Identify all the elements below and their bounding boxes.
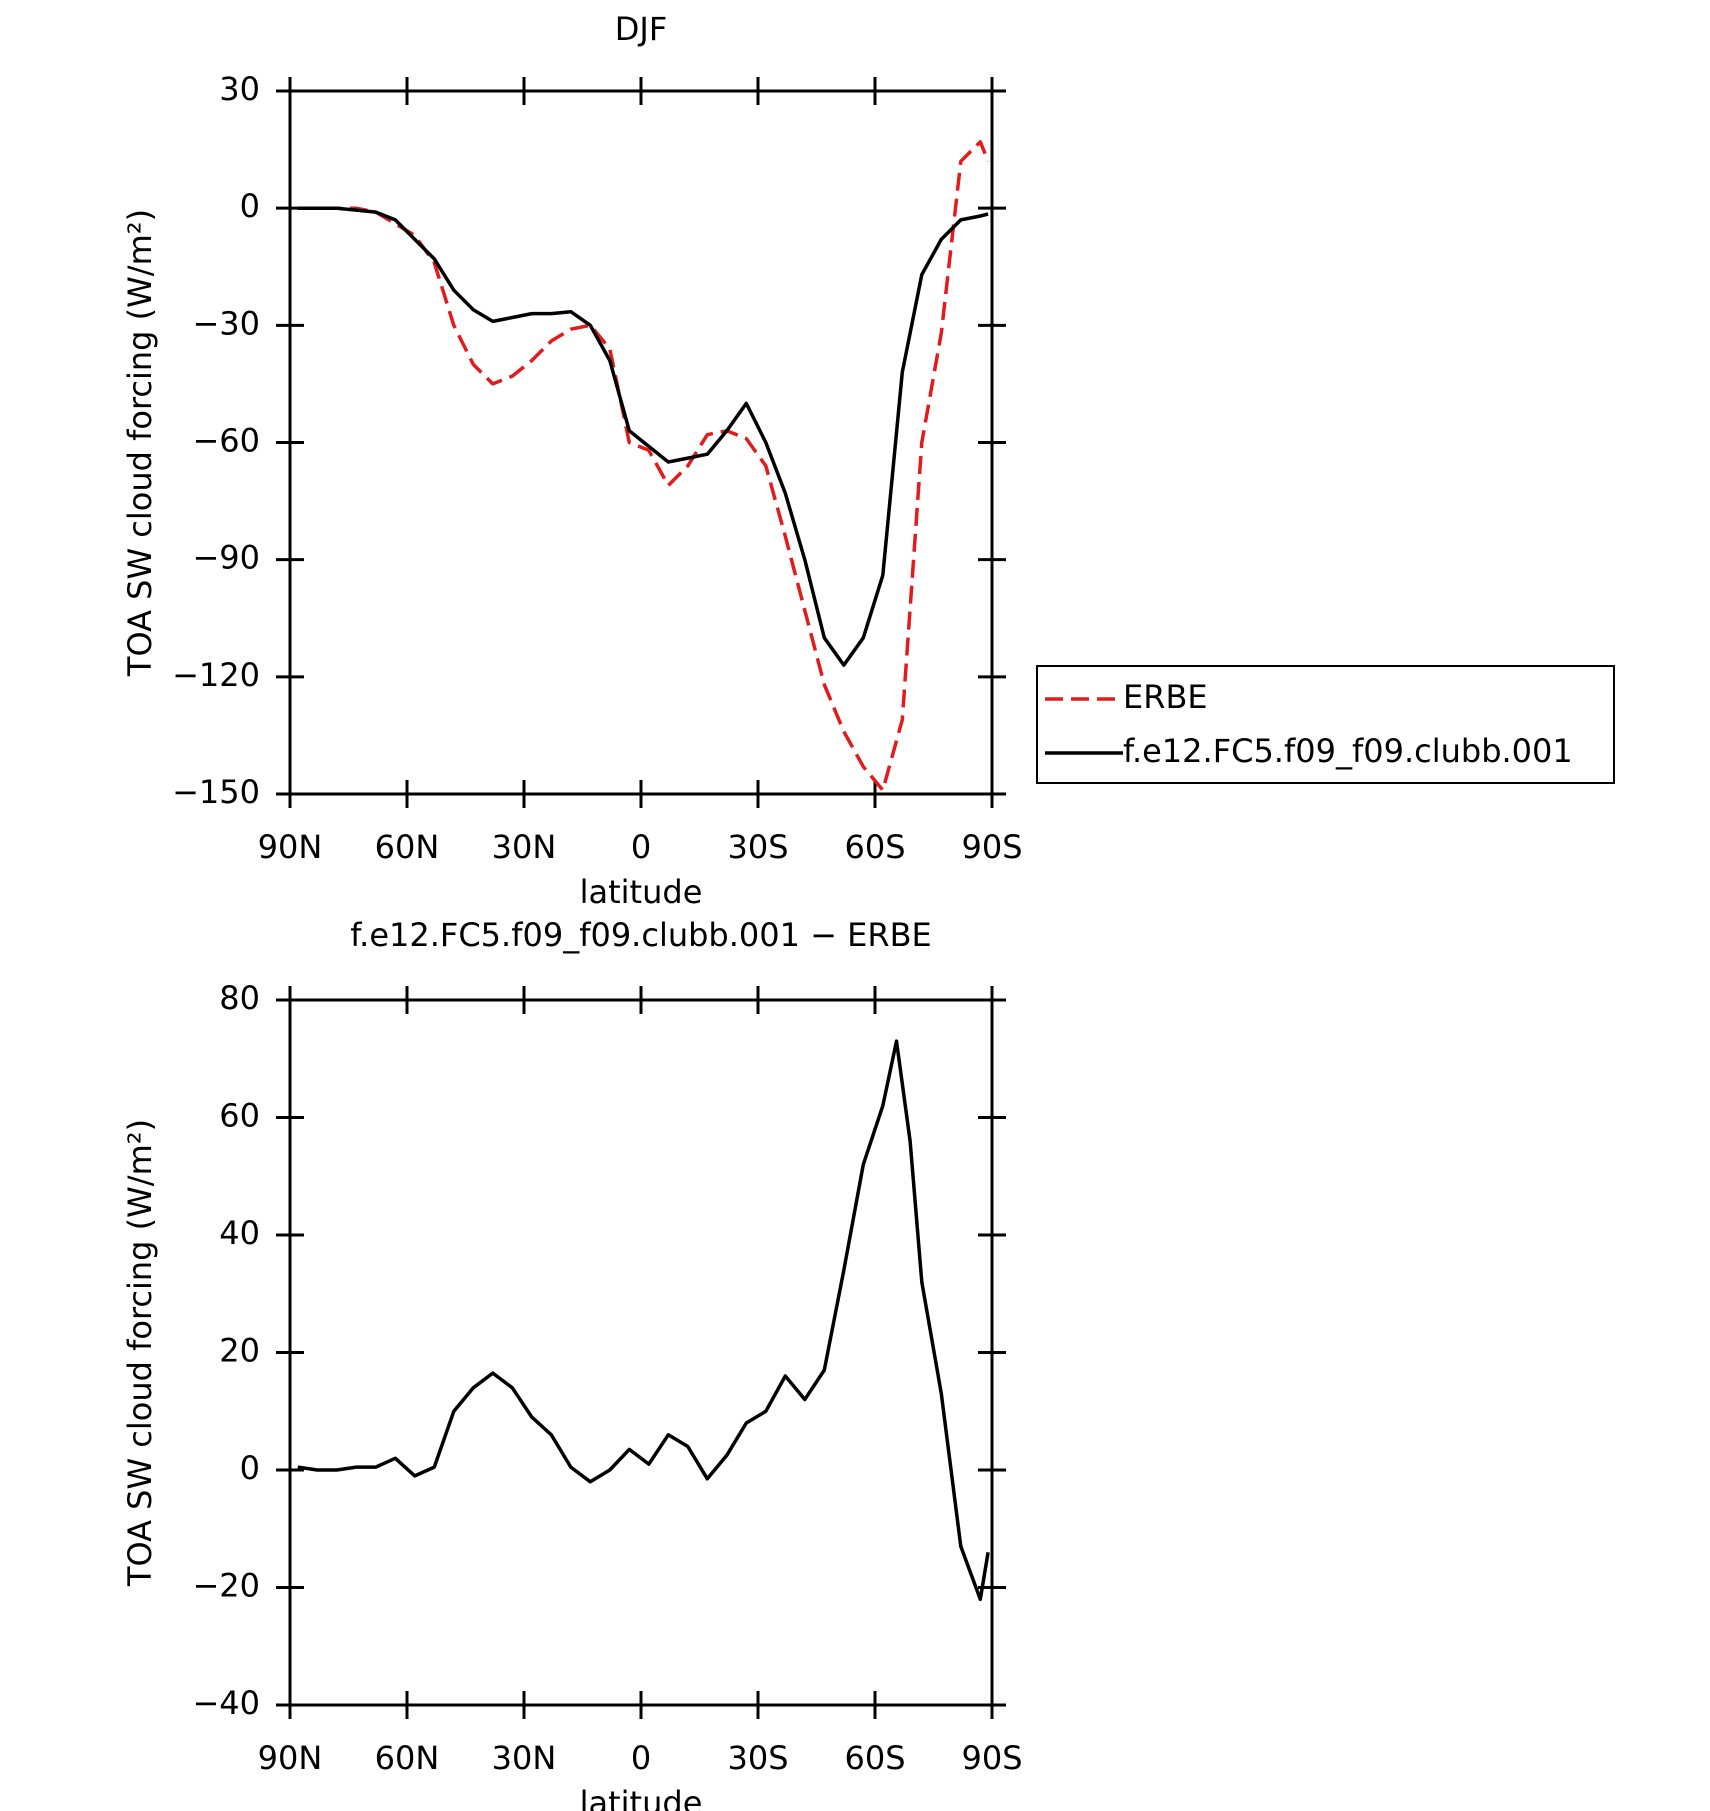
chart-title: f.e12.FC5.f09_f09.clubb.001 − ERBE — [350, 916, 932, 954]
y-tick-label: 0 — [240, 187, 260, 225]
y-tick-label: 60 — [219, 1097, 260, 1135]
x-tick-label: 30S — [727, 828, 788, 866]
x-tick-label: 30N — [492, 828, 557, 866]
x-axis-label: latitude — [580, 873, 703, 911]
y-tick-label: −150 — [172, 773, 260, 811]
y-tick-label: 30 — [219, 70, 260, 108]
x-tick-label: 90S — [961, 828, 1022, 866]
x-tick-label: 60N — [375, 1739, 440, 1777]
x-tick-label: 90S — [961, 1739, 1022, 1777]
plot-frame — [288, 998, 994, 1707]
y-tick-label: −40 — [192, 1684, 260, 1722]
x-tick-label: 30S — [727, 1739, 788, 1777]
legend-label: f.e12.FC5.f09_f09.clubb.001 — [1123, 732, 1573, 770]
y-tick-label: 40 — [219, 1214, 260, 1252]
x-tick-label: 90N — [258, 828, 323, 866]
y-tick-label: −90 — [192, 539, 260, 577]
y-tick-label: −20 — [192, 1567, 260, 1605]
legend-label: ERBE — [1123, 678, 1208, 716]
x-tick-label: 60S — [844, 828, 905, 866]
y-tick-label: −120 — [172, 656, 260, 694]
x-tick-label: 90N — [258, 1739, 323, 1777]
x-tick-label: 0 — [631, 828, 651, 866]
x-tick-label: 60N — [375, 828, 440, 866]
plot-frame — [288, 89, 994, 796]
y-tick-label: −30 — [192, 304, 260, 342]
y-tick-label: 0 — [240, 1449, 260, 1487]
x-tick-label: 30N — [492, 1739, 557, 1777]
y-tick-label: −60 — [192, 422, 260, 460]
x-tick-label: 60S — [844, 1739, 905, 1777]
x-axis-label: latitude — [580, 1784, 703, 1811]
legend-box — [1036, 665, 1615, 784]
data-line — [297, 140, 990, 792]
y-tick-label: 20 — [219, 1332, 260, 1370]
y-axis-label: TOA SW cloud forcing (W/m²) — [121, 209, 159, 677]
data-line — [297, 206, 989, 667]
data-line — [297, 1039, 990, 1602]
chart-title: DJF — [615, 10, 667, 48]
y-tick-label: 80 — [219, 979, 260, 1017]
y-axis-label: TOA SW cloud forcing (W/m²) — [121, 1119, 159, 1587]
x-tick-label: 0 — [631, 1739, 651, 1777]
